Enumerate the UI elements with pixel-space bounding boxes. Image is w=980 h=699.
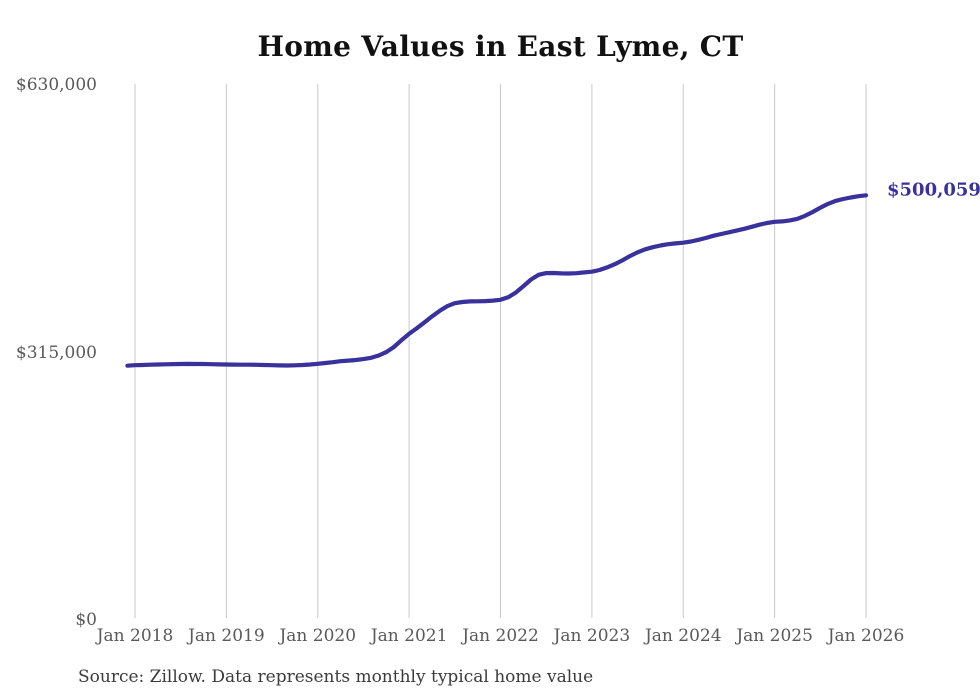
x-axis-tick-label: Jan 2019 (188, 626, 265, 646)
y-axis-tick-label: $0 (75, 610, 97, 630)
x-axis-tick-label: Jan 2018 (96, 626, 174, 646)
y-axis-tick-label: $315,000 (15, 342, 97, 363)
chart-title: Home Values in East Lyme, CT (257, 30, 744, 63)
x-axis-tick-label: Jan 2024 (644, 626, 722, 646)
x-axis-tick-label: Jan 2020 (279, 626, 357, 646)
x-axis-tick-label: Jan 2026 (827, 626, 905, 646)
x-axis-tick-label: Jan 2023 (553, 626, 631, 646)
final-value-label: $500,059 (887, 179, 980, 201)
value-line (125, 193, 869, 368)
y-axis-tick-label: $630,000 (15, 75, 97, 95)
x-axis-tick-label: Jan 2021 (370, 626, 448, 646)
x-axis-tick-label: Jan 2022 (462, 626, 539, 646)
x-axis-tick-label: Jan 2025 (736, 626, 813, 646)
source-note: Source: Zillow. Data represents monthly … (78, 667, 594, 687)
